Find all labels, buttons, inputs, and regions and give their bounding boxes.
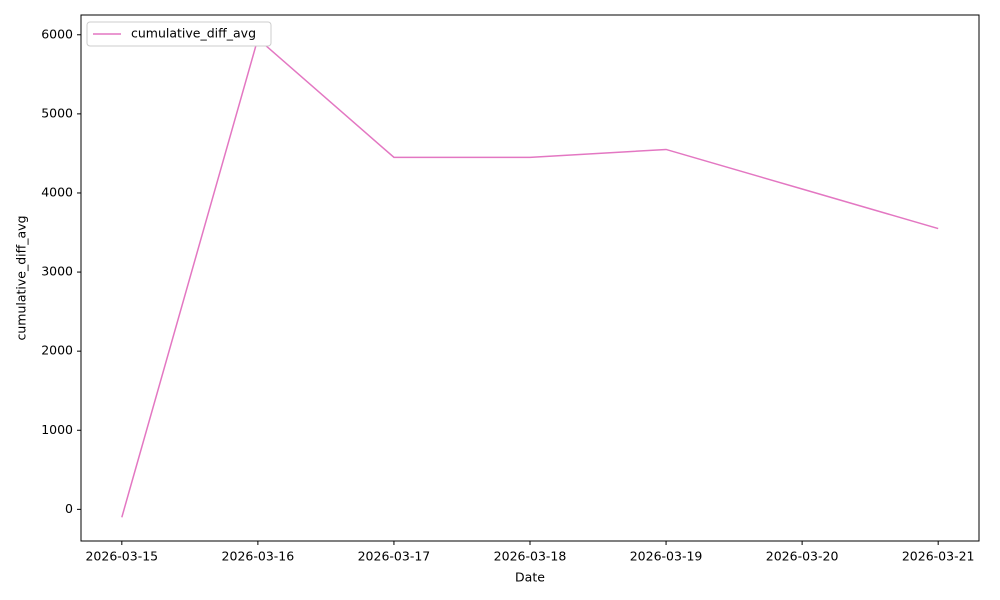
x-tick-label: 2026-03-15 — [85, 549, 158, 564]
x-tick-label: 2026-03-17 — [358, 549, 431, 564]
y-tick-label: 4000 — [41, 184, 73, 199]
x-tick-label: 2026-03-20 — [766, 549, 839, 564]
y-tick-label: 1000 — [41, 422, 73, 437]
y-tick-label: 6000 — [41, 26, 73, 41]
x-tick-label: 2026-03-21 — [902, 549, 975, 564]
y-tick-label: 2000 — [41, 343, 73, 358]
y-tick-label: 0 — [65, 501, 73, 516]
legend-box — [86, 21, 272, 47]
y-tick-label: 3000 — [41, 264, 73, 279]
y-tick-label: 5000 — [41, 105, 73, 120]
x-tick-label: 2026-03-19 — [630, 549, 703, 564]
y-axis-label: cumulative_diff_avg — [14, 216, 29, 341]
legend-label: cumulative_diff_avg — [131, 26, 256, 41]
x-tick-label: 2026-03-16 — [222, 549, 295, 564]
x-tick-label: 2026-03-18 — [494, 549, 567, 564]
plot-frame — [80, 14, 980, 542]
x-axis-label: Date — [515, 570, 545, 585]
